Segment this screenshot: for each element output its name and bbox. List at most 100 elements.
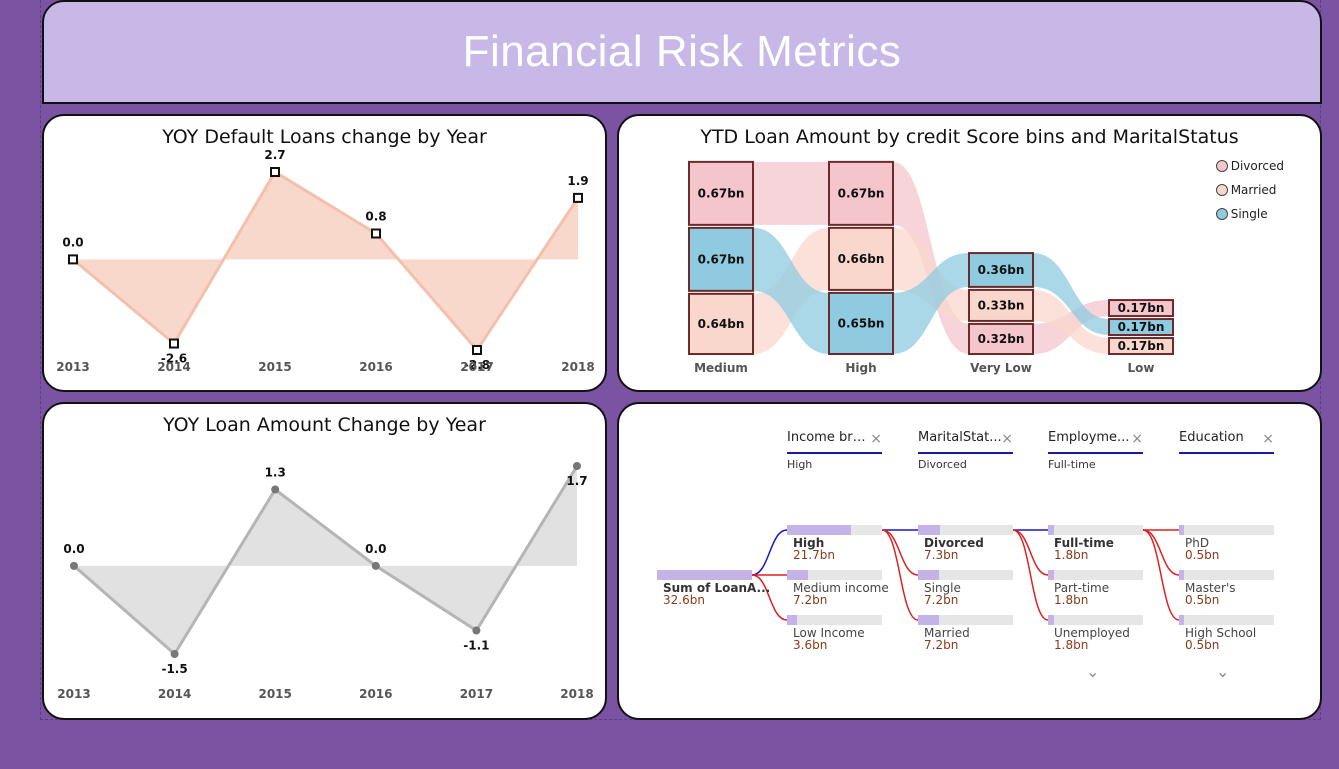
- data-point: [271, 485, 280, 494]
- ribbon: [1033, 253, 1109, 336]
- node-bar-fill: [918, 570, 939, 580]
- level-header-marital[interactable]: MaritalStat... × Divorced: [918, 430, 1013, 471]
- node-bar-fill: [1179, 570, 1184, 580]
- data-point: [70, 561, 78, 570]
- data-label: 2.7: [264, 148, 285, 162]
- ribbon-segment: [1108, 337, 1174, 356]
- tree-node-masters[interactable]: Master's 0.5bn: [1179, 570, 1274, 606]
- decomposition-connectors: [751, 529, 1180, 621]
- node-bar-fill: [918, 615, 939, 625]
- tree-connector: [881, 529, 919, 621]
- node-value: 1.8bn: [1054, 548, 1089, 562]
- node-label: Single: [924, 581, 961, 595]
- ribbon: [893, 253, 969, 354]
- data-label: 0.67bn: [698, 252, 745, 266]
- node-label: Sum of LoanA...: [663, 581, 771, 595]
- node-label: Part-time: [1054, 581, 1110, 595]
- tree-node-phd[interactable]: PhD 0.5bn: [1179, 525, 1274, 561]
- scroll-down-chevron-icon[interactable]: ⌄: [1086, 662, 1100, 681]
- ribbon-segment: [688, 226, 754, 292]
- data-point: [371, 228, 381, 239]
- data-label: 0.32bn: [978, 332, 1025, 346]
- tree-connector: [751, 574, 788, 621]
- level-header-education[interactable]: Education ×: [1179, 430, 1274, 454]
- legend-marker-icon: [1215, 184, 1228, 196]
- node-bar-fill: [787, 525, 851, 535]
- chart-legend: Divorced Married Single: [1215, 158, 1284, 230]
- x-tick-label: 2017: [460, 687, 493, 701]
- tree-node-part-time[interactable]: Part-time 1.8bn: [1048, 570, 1143, 606]
- ribbon: [753, 161, 829, 225]
- level-header-label: Education: [1179, 430, 1244, 445]
- data-point: [68, 254, 78, 265]
- node-value: 3.6bn: [793, 638, 828, 652]
- ribbon-segment: [688, 292, 754, 355]
- x-tick-label: Low: [1128, 361, 1155, 375]
- node-bar: [918, 615, 1013, 625]
- node-label: High: [793, 536, 825, 550]
- node-bar-fill: [1179, 525, 1184, 535]
- data-label: -1.5: [161, 662, 187, 676]
- node-bar: [787, 570, 882, 580]
- area-fill: [73, 172, 578, 350]
- data-label: 0.66bn: [838, 252, 885, 266]
- x-tick-label: 2013: [57, 687, 90, 701]
- node-label: Master's: [1185, 581, 1236, 595]
- node-bar: [918, 525, 1013, 535]
- remove-level-icon[interactable]: ×: [1262, 431, 1274, 447]
- data-label: 0.36bn: [978, 263, 1025, 277]
- data-label: 0.0: [365, 542, 386, 556]
- ribbon: [893, 161, 969, 354]
- chart-title: YOY Default Loans change by Year: [162, 126, 487, 148]
- node-bar: [1048, 615, 1143, 625]
- ribbon-segment: [1108, 299, 1174, 318]
- level-header-income[interactable]: Income bra... × High: [787, 430, 882, 471]
- ribbon-segment: [968, 322, 1034, 355]
- yoy-loan-amount-card[interactable]: YOY Loan Amount Change by Year 0.0 2013 -1…: [42, 402, 607, 720]
- node-value: 32.6bn: [663, 593, 705, 607]
- tree-node-married[interactable]: Married 7.2bn: [918, 615, 1013, 651]
- tree-node-medium-income[interactable]: Medium income 7.2bn: [787, 570, 889, 606]
- tree-node-high-school[interactable]: High School 0.5bn: [1179, 615, 1274, 651]
- series-line: [73, 465, 579, 657]
- legend-marker-icon: [1215, 160, 1228, 172]
- legend-item[interactable]: Married: [1215, 182, 1284, 198]
- remove-level-icon[interactable]: ×: [1131, 431, 1143, 447]
- data-point: [472, 626, 481, 635]
- level-header-label: MaritalStat...: [918, 430, 1002, 445]
- node-label: Low Income: [793, 626, 865, 640]
- tree-node-high-income[interactable]: High 21.7bn: [787, 525, 882, 561]
- tree-node-unemployed[interactable]: Unemployed 1.8bn: [1048, 615, 1143, 651]
- level-header-underline: [787, 452, 882, 454]
- tree-node-low-income[interactable]: Low Income 3.6bn: [787, 615, 882, 651]
- node-value: 0.5bn: [1185, 548, 1220, 562]
- data-label: 0.33bn: [978, 298, 1025, 312]
- legend-item[interactable]: Divorced: [1215, 158, 1284, 174]
- ribbon-segment: [968, 288, 1034, 322]
- ribbon-segment: [1108, 318, 1174, 337]
- level-header-label: Income bra...: [787, 430, 871, 445]
- yoy-default-loans-card[interactable]: YOY Default Loans change by Year 0.0 2013…: [42, 114, 607, 392]
- x-tick-label: 2015: [258, 687, 291, 701]
- node-label: Medium income: [793, 581, 889, 595]
- ribbon-segment: [828, 226, 894, 291]
- level-header-employment[interactable]: Employme... × Full-time: [1048, 430, 1143, 471]
- data-label: -1.1: [463, 639, 489, 653]
- decomposition-tree-card[interactable]: Income bra... × High MaritalStat... × Di…: [617, 402, 1322, 720]
- node-label: Unemployed: [1054, 626, 1130, 640]
- scroll-down-chevron-icon[interactable]: ⌄: [1216, 662, 1230, 681]
- data-label: 0.65bn: [838, 316, 885, 330]
- remove-level-icon[interactable]: ×: [870, 431, 882, 447]
- tree-node-single[interactable]: Single 7.2bn: [918, 570, 1013, 606]
- tree-node-full-time[interactable]: Full-time 1.8bn: [1048, 525, 1143, 561]
- tree-node-divorced[interactable]: Divorced 7.3bn: [918, 525, 1013, 561]
- data-label: 0.67bn: [698, 186, 745, 200]
- tree-root-node[interactable]: Sum of LoanA... 32.6bn: [657, 570, 771, 607]
- remove-level-icon[interactable]: ×: [1001, 431, 1013, 447]
- report-header: Financial Risk Metrics: [42, 0, 1322, 104]
- ytd-loan-amount-card[interactable]: YTD Loan Amount by credit Score bins and…: [617, 114, 1322, 392]
- legend-item[interactable]: Single: [1215, 206, 1284, 222]
- data-label: 1.7: [566, 474, 587, 488]
- level-selected-value: Full-time: [1048, 458, 1096, 471]
